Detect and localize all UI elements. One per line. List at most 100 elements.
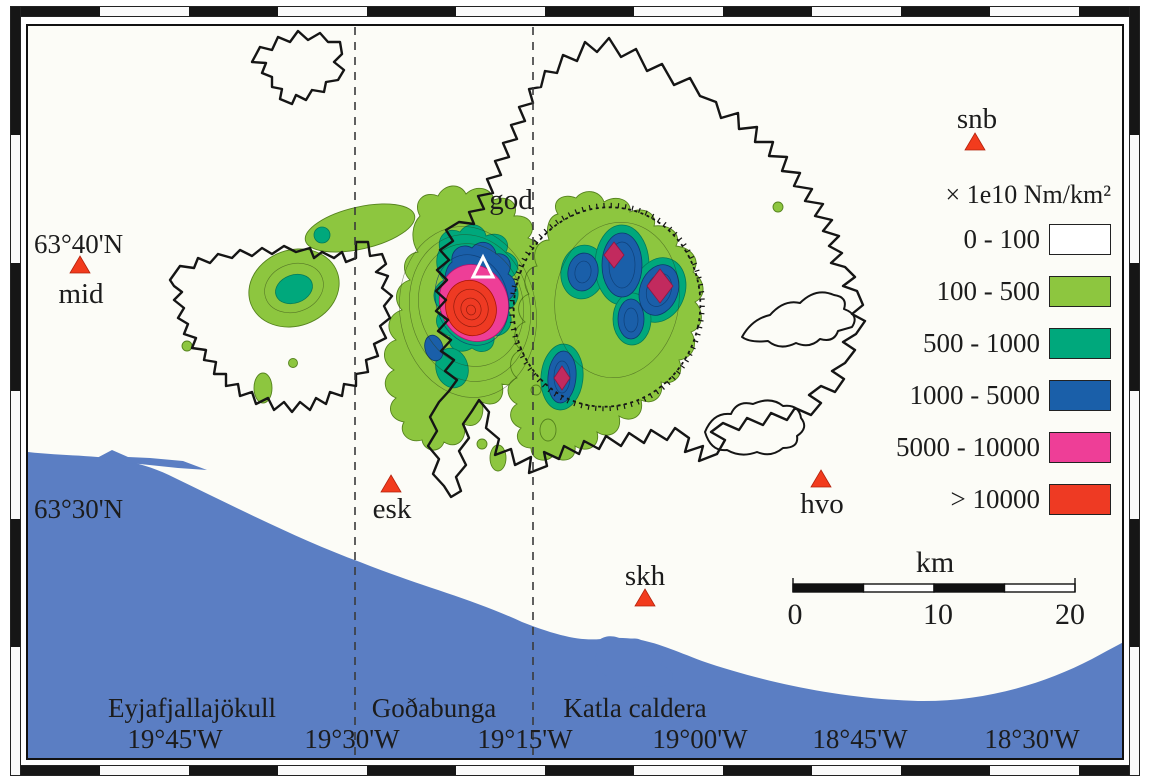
glacier-outlines xyxy=(168,29,867,499)
latitude-label: 63°40'N xyxy=(34,229,123,259)
anomaly-patch xyxy=(476,438,488,450)
contour-ring xyxy=(574,260,592,284)
legend-entry-label: 500 - 1000 xyxy=(923,328,1040,358)
hotspot-diamond xyxy=(646,268,674,304)
station-marker-god[interactable] xyxy=(470,253,496,279)
longitude-label: 19°00'W xyxy=(652,724,748,754)
anomaly-patch-blue xyxy=(601,232,643,298)
longitude-label: 18°45'W xyxy=(812,724,908,754)
scale-tick-label: 20 xyxy=(1055,598,1085,631)
region-label-eyjafjallajokull: Eyjafjallajökull xyxy=(108,693,276,723)
longitude-label: 19°45'W xyxy=(127,724,223,754)
eyjafjallajokull-outline xyxy=(168,240,394,414)
legend-row: 1000 - 5000 xyxy=(895,380,1111,411)
scale-bar-segment xyxy=(862,583,935,593)
contour-lines xyxy=(264,221,680,398)
anomaly-patch-teal xyxy=(435,347,469,389)
legend-row: 500 - 1000 xyxy=(895,328,1111,359)
tindfjallajokull-outline xyxy=(250,29,346,106)
legend-swatch-gt-10000 xyxy=(1049,484,1111,515)
lagoon xyxy=(95,450,207,470)
longitude-label: 18°30'W xyxy=(984,724,1080,754)
caldera-rim-line xyxy=(512,206,702,408)
anomaly-patch-teal xyxy=(275,273,313,305)
station-marker-hvo[interactable] xyxy=(810,469,832,488)
station-marker-mid[interactable] xyxy=(69,255,91,274)
station-markers xyxy=(69,132,986,607)
station-marker-skh[interactable] xyxy=(634,588,656,607)
frame-band-right xyxy=(1129,6,1140,776)
legend-row: 100 - 500 xyxy=(895,276,1111,307)
region-label-katla-caldera: Katla caldera xyxy=(563,693,706,723)
region-label-godabunga: Goðabunga xyxy=(372,693,496,723)
frame-band-left xyxy=(10,6,21,776)
contour-ring xyxy=(553,360,571,394)
contour-ring xyxy=(554,221,680,379)
scale-bar-segment xyxy=(792,583,865,593)
ocean xyxy=(28,450,1122,759)
anomaly-patch xyxy=(181,340,193,352)
legend-swatch-0-100 xyxy=(1049,224,1111,255)
contour-ring xyxy=(466,304,476,316)
meridian-lines xyxy=(354,27,534,758)
katla-caldera-rim xyxy=(509,202,705,412)
legend: × 1e10 Nm/km² 0 - 100 100 - 500 500 - 10… xyxy=(895,180,1111,536)
hotspot-diamond xyxy=(603,241,625,269)
outlet-glacier-outline xyxy=(704,399,806,456)
anomaly-patch-blue xyxy=(617,298,645,340)
legend-entry-label: 1000 - 5000 xyxy=(909,380,1041,410)
hotspot-diamond xyxy=(553,365,571,391)
myrdalsjokull-outline xyxy=(426,36,867,499)
station-label-snb: snb xyxy=(957,103,997,135)
anomaly-patch xyxy=(253,372,273,404)
contour-ring xyxy=(608,241,636,289)
legend-swatch-5000-10000 xyxy=(1049,432,1111,463)
anomaly-patch xyxy=(489,444,507,472)
anomaly-patch xyxy=(288,358,298,368)
scale-unit-label: km xyxy=(916,546,954,579)
anomaly-patch xyxy=(539,418,557,442)
station-label-esk: esk xyxy=(373,493,412,525)
legend-row: 5000 - 10000 xyxy=(895,432,1111,463)
legend-entry-label: > 10000 xyxy=(950,484,1040,514)
contour-ring xyxy=(418,243,524,367)
caldera-tick-band xyxy=(509,202,705,412)
legend-swatch-1000-5000 xyxy=(1049,380,1111,411)
map-labels: 63°40'N 63°30'N 19°45'W 19°30'W 19°15'W … xyxy=(34,103,1085,754)
ocean-water xyxy=(28,452,1122,759)
anomaly-patch-blue xyxy=(567,252,599,292)
legend-entry-label: 5000 - 10000 xyxy=(896,432,1040,462)
station-label-god: god xyxy=(489,184,533,216)
scale-bar xyxy=(792,578,1076,593)
contour-ring xyxy=(453,288,489,328)
scale-tick-label: 0 xyxy=(788,598,803,631)
contour-ring xyxy=(264,262,324,314)
station-label-skh: skh xyxy=(625,560,666,592)
station-marker-snb[interactable] xyxy=(964,132,986,151)
contour-ring xyxy=(399,226,537,398)
station-marker-esk[interactable] xyxy=(380,474,402,493)
anomaly-patch-blue xyxy=(424,334,444,362)
legend-swatch-500-1000 xyxy=(1049,328,1111,359)
longitude-label: 19°30'W xyxy=(304,724,400,754)
legend-entry-label: 0 - 100 xyxy=(963,224,1041,254)
legend-row: > 10000 xyxy=(895,484,1111,515)
legend-row: 0 - 100 xyxy=(895,224,1111,255)
scale-bar-segment xyxy=(933,583,1006,593)
scale-bar-segment xyxy=(1003,583,1076,593)
legend-header: × 1e10 Nm/km² xyxy=(945,180,1111,209)
anomaly-patch xyxy=(772,201,784,213)
station-label-mid: mid xyxy=(58,278,104,310)
contour-ring xyxy=(409,234,531,382)
latitude-label: 63°30'N xyxy=(34,494,123,524)
contour-ring xyxy=(460,297,482,321)
legend-entry-label: 100 - 500 xyxy=(936,276,1041,306)
outlet-glacier-outline xyxy=(741,291,856,348)
lagoon xyxy=(595,636,674,691)
contour-ring xyxy=(623,307,639,333)
scale-tick-label: 10 xyxy=(923,598,953,631)
longitude-label: 19°15'W xyxy=(477,724,573,754)
hotspot-cores xyxy=(553,241,674,391)
